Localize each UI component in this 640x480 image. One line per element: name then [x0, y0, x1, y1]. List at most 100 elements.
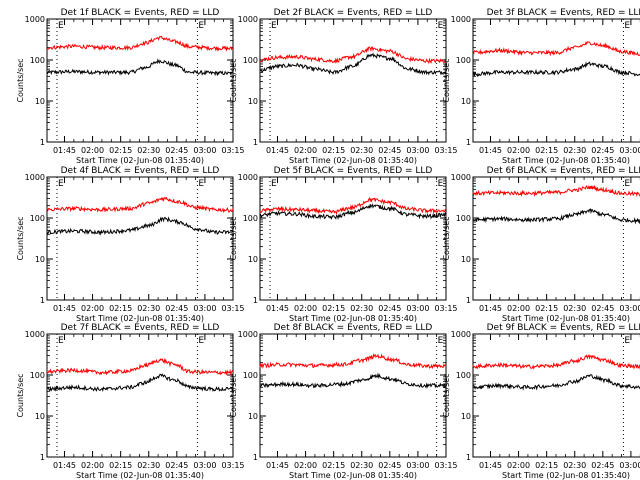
plot-frame — [46, 176, 234, 301]
x-tick-label: 02:45 — [378, 304, 401, 313]
y-tick-label: 1 — [40, 453, 45, 462]
y-tick-label: 100 — [456, 214, 471, 223]
x-tick-label: 03:00 — [193, 146, 216, 155]
chart-title: Det 2f BLACK = Events, RED = LLD — [274, 8, 433, 18]
x-tick-label: 02:15 — [322, 304, 345, 313]
x-tick-label: 02:45 — [591, 146, 614, 155]
y-tick-label: 1000 — [451, 330, 471, 339]
x-tick-label: 01:45 — [479, 461, 502, 470]
y-tick-label: 1000 — [238, 15, 258, 24]
y-tick-label: 100 — [243, 371, 258, 380]
y-tick-label: 1000 — [238, 173, 258, 182]
x-axis-label: Start Time (02-Jun-08 01:35:40) — [76, 471, 204, 480]
x-axis-label: Start Time (02-Jun-08 01:35:40) — [289, 156, 417, 165]
event-marker-label: E — [624, 21, 630, 31]
series-events-line — [472, 374, 640, 391]
x-tick-label: 01:45 — [53, 461, 76, 470]
x-tick-label: 02:15 — [109, 304, 132, 313]
plot-frame — [259, 18, 447, 143]
y-tick-label: 10 — [248, 97, 258, 106]
series-lld-line — [472, 41, 640, 57]
series-events-line — [46, 216, 234, 236]
x-axis-label: Start Time (02-Jun-08 01:35:40) — [289, 471, 417, 480]
x-tick-label: 03:00 — [406, 304, 429, 313]
x-tick-label: 02:15 — [109, 146, 132, 155]
y-tick-label: 1 — [466, 296, 471, 305]
y-tick-label: 100 — [30, 56, 45, 65]
x-tick-label: 02:00 — [294, 146, 317, 155]
event-marker-label: E — [624, 336, 630, 346]
y-tick-label: 10 — [35, 97, 45, 106]
event-marker-label: E — [438, 179, 444, 189]
x-tick-label: 03:00 — [619, 146, 640, 155]
y-tick-label: 10 — [248, 412, 258, 421]
chart-title: Det 3f BLACK = Events, RED = LLD — [487, 8, 640, 18]
y-axis-label: Counts/sec — [16, 216, 25, 260]
chart-panel-2: Det 2f BLACK = Events, RED = LLD 1 10 100 10… — [229, 8, 458, 165]
y-tick-label: 1000 — [451, 15, 471, 24]
series-lld-line — [46, 357, 234, 377]
y-tick-label: 1 — [253, 296, 258, 305]
x-tick-label: 02:30 — [563, 304, 586, 313]
y-axis-label: Counts/sec — [16, 58, 25, 102]
y-tick-label: 10 — [461, 255, 471, 264]
x-tick-label: 02:15 — [322, 461, 345, 470]
x-axis-label: Start Time (02-Jun-08 01:35:40) — [289, 314, 417, 323]
series-lld-line — [46, 35, 234, 52]
x-tick-label: 02:15 — [322, 146, 345, 155]
x-tick-label: 03:00 — [619, 304, 640, 313]
x-tick-label: 03:15 — [221, 146, 244, 155]
y-tick-label: 10 — [461, 97, 471, 106]
chart-title: Det 8f BLACK = Events, RED = LLD — [274, 323, 433, 333]
event-marker-label: E — [271, 21, 277, 31]
chart-panel-3: Det 3f BLACK = Events, RED = LLD 1 10 100 10… — [442, 8, 640, 165]
event-marker-label: E — [198, 21, 204, 31]
x-tick-label: 02:00 — [507, 461, 530, 470]
event-marker-label: E — [438, 21, 444, 31]
x-tick-label: 02:00 — [81, 461, 104, 470]
x-tick-label: 03:00 — [193, 304, 216, 313]
series-lld-line — [259, 46, 447, 64]
x-tick-label: 02:45 — [591, 461, 614, 470]
event-marker-label: E — [438, 336, 444, 346]
event-marker-label: E — [58, 21, 64, 31]
chart-title: Det 6f BLACK = Events, RED = LLD — [487, 166, 640, 176]
y-tick-label: 1000 — [25, 15, 45, 24]
series-events-line — [46, 58, 234, 77]
event-marker-label: E — [271, 179, 277, 189]
x-tick-label: 02:00 — [294, 461, 317, 470]
plot-frame — [472, 18, 640, 143]
x-tick-label: 03:15 — [221, 461, 244, 470]
chart-panel-4: Det 4f BLACK = Events, RED = LLD 1 10 100 10… — [16, 166, 245, 323]
y-axis-label: Counts/sec — [442, 373, 451, 417]
x-tick-label: 01:45 — [53, 304, 76, 313]
x-axis-label: Start Time (02-Jun-08 01:35:40) — [502, 471, 630, 480]
event-marker-label: E — [198, 179, 204, 189]
y-axis-label: Counts/sec — [229, 373, 238, 417]
y-tick-label: 1000 — [451, 173, 471, 182]
series-events-line — [472, 208, 640, 225]
y-tick-label: 100 — [30, 371, 45, 380]
x-tick-label: 02:15 — [535, 146, 558, 155]
plot-frame — [259, 176, 447, 301]
x-tick-label: 02:45 — [591, 304, 614, 313]
x-tick-label: 03:00 — [406, 146, 429, 155]
plot-frame — [46, 333, 234, 458]
chart-title: Det 1f BLACK = Events, RED = LLD — [61, 8, 220, 18]
x-tick-label: 02:45 — [165, 304, 188, 313]
y-axis-label: Counts/sec — [442, 58, 451, 102]
chart-panel-8: Det 8f BLACK = Events, RED = LLD 1 10 100 10… — [229, 323, 458, 480]
series-lld-line — [259, 353, 447, 370]
x-axis-label: Start Time (02-Jun-08 01:35:40) — [76, 314, 204, 323]
chart-title: Det 4f BLACK = Events, RED = LLD — [61, 166, 220, 176]
y-tick-label: 1 — [466, 138, 471, 147]
y-axis-label: Counts/sec — [442, 216, 451, 260]
event-marker-label: E — [198, 336, 204, 346]
series-lld-line — [472, 184, 640, 198]
x-tick-label: 02:30 — [350, 146, 373, 155]
y-tick-label: 100 — [243, 56, 258, 65]
x-tick-label: 02:00 — [81, 146, 104, 155]
x-axis-label: Start Time (02-Jun-08 01:35:40) — [502, 314, 630, 323]
